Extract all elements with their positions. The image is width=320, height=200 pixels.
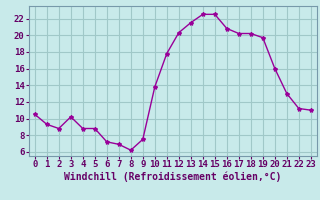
X-axis label: Windchill (Refroidissement éolien,°C): Windchill (Refroidissement éolien,°C): [64, 172, 282, 182]
